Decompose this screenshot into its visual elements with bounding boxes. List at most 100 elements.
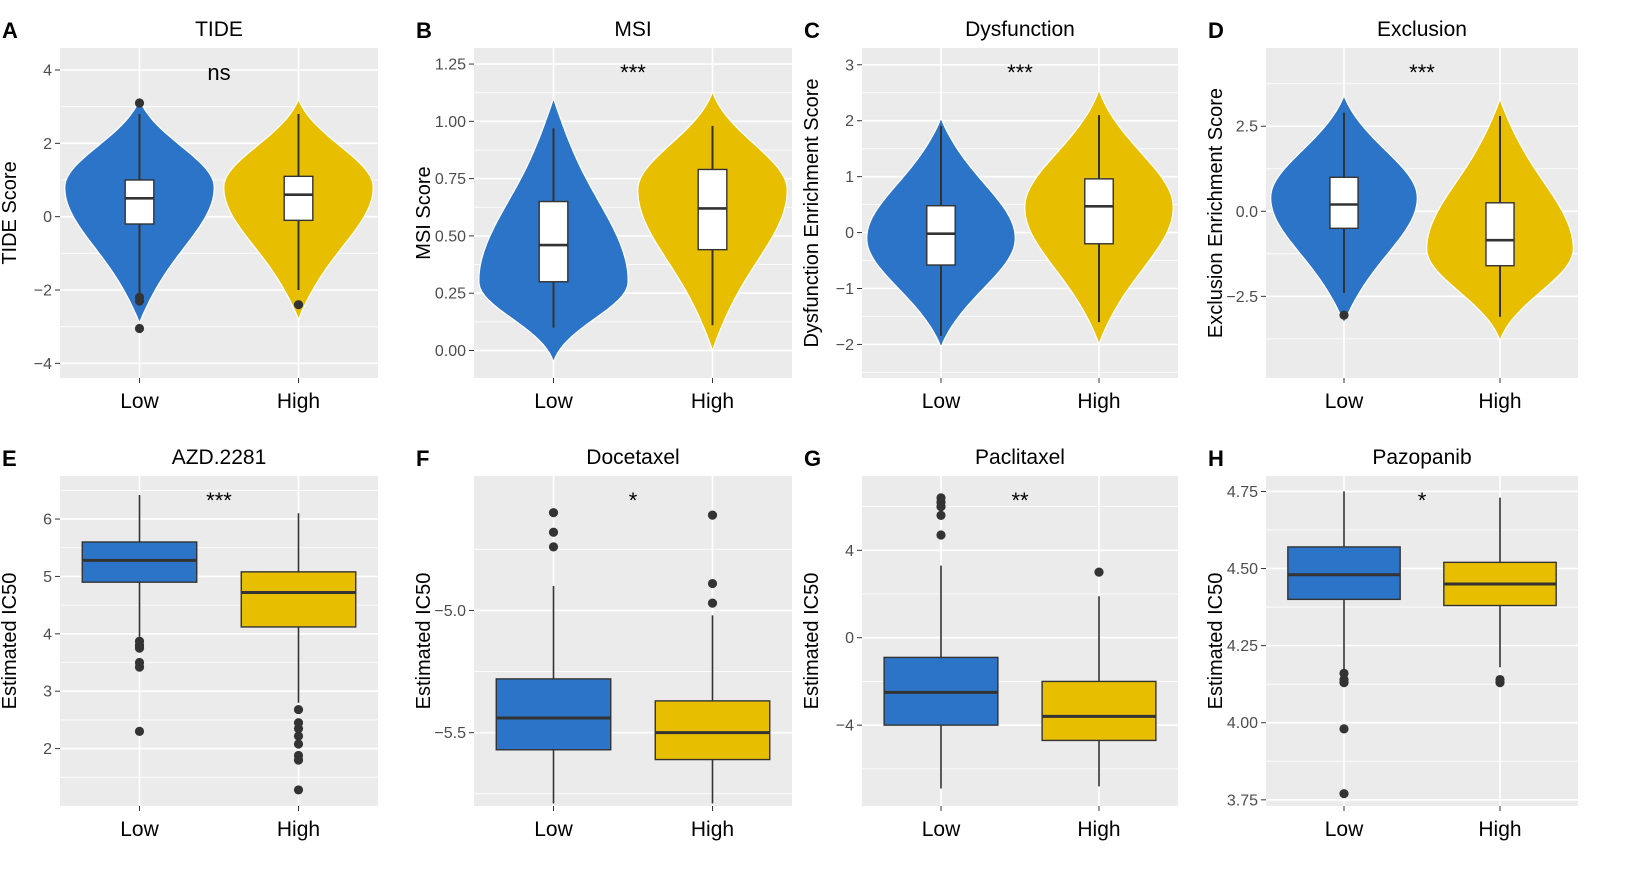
panel-letter: E	[2, 446, 17, 471]
y-tick-label: 0.25	[435, 286, 466, 303]
x-tick-label-low: Low	[120, 818, 159, 841]
x-tick-label-high: High	[1478, 390, 1521, 413]
y-tick-label: 2.5	[1236, 119, 1258, 136]
panel-letter: D	[1208, 18, 1224, 43]
y-tick-label: −5.0	[434, 603, 466, 620]
x-tick-label-high: High	[1077, 390, 1120, 413]
y-tick-label: −2.5	[1226, 289, 1258, 306]
x-tick-label-high: High	[277, 818, 320, 841]
y-tick-label: 4.50	[1227, 561, 1258, 578]
x-tick-label-low: Low	[534, 390, 573, 413]
panel-h: 4.75 4.50 4.25 4.00 3.75 Low High * Pazopanib H Es…	[1205, 446, 1578, 841]
y-axis-label: Estimated IC50	[801, 573, 823, 710]
outlier-point	[293, 300, 304, 310]
box-iqr	[1485, 202, 1515, 267]
outlier-point	[134, 643, 145, 653]
outlier-point	[1339, 678, 1349, 688]
panel-letter: F	[416, 446, 429, 471]
panel-letter: G	[804, 446, 821, 471]
outlier-point	[134, 98, 145, 108]
y-tick-label: 3.75	[1227, 792, 1258, 809]
outlier-point	[936, 501, 946, 512]
y-tick-label: 2	[845, 113, 854, 130]
y-tick-label: 4	[43, 626, 52, 643]
series-low	[883, 493, 999, 789]
x-tick-label-high: High	[691, 390, 734, 413]
box-iqr	[283, 175, 314, 222]
y-tick-label: 4	[43, 63, 52, 80]
box-iqr	[654, 700, 771, 761]
panel-title: MSI	[614, 18, 651, 41]
y-tick-label: 0	[845, 630, 854, 647]
series-high	[637, 89, 788, 353]
y-axis-label: Estimated IC50	[413, 573, 435, 710]
panel-title: Exclusion	[1377, 18, 1467, 41]
series-low	[495, 508, 612, 804]
y-tick-label: 0.00	[435, 343, 466, 360]
y-tick-label: 3	[43, 684, 52, 701]
plot-background	[1266, 476, 1578, 806]
significance-label: ***	[206, 488, 232, 513]
box-iqr	[495, 678, 612, 751]
x-tick-label-high: High	[1478, 818, 1521, 841]
panel-title: Paclitaxel	[975, 446, 1065, 469]
x-tick-label-low: Low	[922, 390, 961, 413]
series-high	[654, 510, 771, 804]
panel-letter: H	[1208, 446, 1224, 471]
outlier-point	[293, 704, 304, 715]
y-axis-label: TIDE Score	[0, 161, 21, 264]
y-tick-label: 4.75	[1227, 484, 1258, 501]
y-axis-label: Dysfunction Enrichment Score	[801, 78, 823, 347]
box-iqr	[1329, 176, 1359, 230]
y-tick-label: 3	[845, 57, 854, 74]
panel-letter: A	[2, 18, 18, 43]
significance-label: *	[1418, 488, 1427, 513]
box-iqr	[81, 541, 198, 583]
significance-label: ***	[1007, 60, 1033, 85]
y-axis-label: Estimated IC50	[0, 573, 21, 710]
series-low	[1287, 491, 1401, 799]
y-tick-label: −2	[34, 283, 52, 300]
series-low	[81, 494, 198, 736]
series-low	[478, 96, 629, 364]
box-iqr	[1041, 680, 1157, 742]
outlier-point	[293, 755, 304, 765]
y-tick-label: 1.00	[435, 114, 466, 131]
outlier-point	[134, 662, 145, 672]
series-high	[1041, 567, 1157, 787]
y-tick-label: 5	[43, 569, 52, 586]
series-high	[1426, 97, 1574, 343]
y-tick-label: 1	[845, 169, 854, 186]
outlier-point	[548, 508, 559, 518]
y-tick-label: 0	[43, 209, 52, 226]
panel-letter: B	[416, 18, 432, 43]
y-tick-label: 0.0	[1236, 204, 1258, 221]
panel-b: 1.25 1.00 0.75 0.50 0.25 0.00 Low High *** MSI B MS…	[413, 18, 792, 413]
significance-label: ns	[207, 60, 230, 85]
y-tick-label: −5.5	[434, 725, 466, 742]
y-tick-label: 4.00	[1227, 715, 1258, 732]
x-tick-label-low: Low	[1325, 818, 1364, 841]
y-tick-label: −1	[836, 281, 854, 298]
y-axis-label: Exclusion Enrichment Score	[1205, 88, 1227, 338]
panel-g: 4 0 −4 Low High ** Paclitaxel G Estimated IC50	[801, 446, 1178, 841]
box-iqr	[240, 571, 357, 628]
outlier-point	[293, 731, 304, 741]
x-tick-label-low: Low	[120, 390, 159, 413]
outlier-point	[936, 530, 946, 540]
x-tick-label-low: Low	[922, 818, 961, 841]
x-tick-label-high: High	[277, 390, 320, 413]
y-tick-label: −2	[836, 337, 854, 354]
plot-background	[862, 476, 1178, 806]
series-low	[64, 97, 215, 334]
panel-title: Pazopanib	[1372, 446, 1471, 469]
y-tick-label: 2	[43, 741, 52, 758]
plot-background	[60, 476, 378, 806]
outlier-point	[134, 296, 145, 306]
significance-label: ***	[1409, 60, 1435, 85]
outlier-point	[707, 578, 718, 589]
series-low	[1270, 94, 1418, 326]
box-iqr	[1084, 178, 1114, 245]
x-tick-label-high: High	[691, 818, 734, 841]
